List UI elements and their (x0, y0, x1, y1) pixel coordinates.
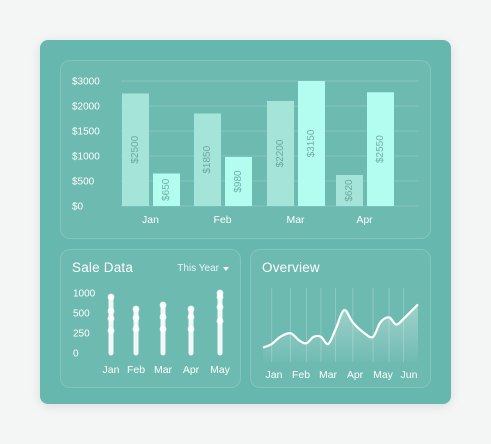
x-tick-label: Mar (319, 369, 338, 381)
caret-down-icon (223, 266, 229, 271)
overview-panel: Overview Jan Feb Mar Apr May Jun (250, 249, 431, 388)
x-tick-label: Feb (292, 369, 310, 381)
revenue-bar-chart: $0 $500 $1000 $1500 $2000 $3000 $2500 $650 Jan $1… (72, 77, 419, 226)
y-tick-label: $1500 (72, 127, 100, 138)
y-tick-label: $500 (72, 177, 95, 188)
bar (153, 173, 180, 206)
y-tick-label: 500 (73, 309, 90, 320)
x-tick-label: Jun (401, 369, 418, 381)
overview-area-chart: Jan Feb Mar Apr May Jun (262, 288, 419, 381)
bar-value-label: $1850 (202, 145, 213, 173)
x-tick-label: May (373, 369, 394, 381)
x-tick-label: Mar (286, 214, 305, 226)
x-tick-label: Feb (127, 364, 145, 376)
sale-data-panel: Sale Data This Year 0 250 500 1000 Jan Feb Mar… (60, 249, 241, 388)
bar-value-label: $620 (344, 179, 355, 202)
x-tick-label: Jan (103, 364, 120, 376)
x-tick-label: Jan (266, 369, 283, 381)
bar (194, 113, 221, 206)
data-dot (159, 313, 167, 321)
data-dot (216, 289, 224, 297)
y-tick-label: 250 (73, 329, 90, 340)
data-dot (107, 293, 115, 301)
overview-title: Overview (262, 260, 320, 275)
period-dropdown-label: This Year (177, 263, 219, 274)
bar (267, 101, 294, 206)
bar-value-label: $980 (233, 170, 244, 193)
y-tick-label: $0 (72, 202, 84, 213)
y-tick-label: 0 (73, 349, 79, 360)
x-tick-label: Feb (213, 214, 231, 226)
y-tick-label: 1000 (73, 289, 96, 300)
bar (367, 92, 394, 206)
bar-value-label: $650 (161, 178, 172, 201)
revenue-bar-chart-panel: $0 $500 $1000 $1500 $2000 $3000 $2500 $650 Jan $1… (60, 60, 431, 239)
y-tick-label: $2000 (72, 102, 100, 113)
bar-value-label: $2200 (275, 139, 286, 167)
data-dot (132, 305, 140, 313)
period-dropdown[interactable]: This Year (177, 263, 229, 274)
sale-data-dot-chart: 0 250 500 1000 Jan Feb Mar Apr May (73, 289, 231, 377)
data-dot (107, 327, 115, 334)
dashboard-card: $0 $500 $1000 $1500 $2000 $3000 $2500 $650 Jan $1… (40, 40, 451, 404)
bar-value-label: $3150 (306, 129, 317, 157)
data-dot (216, 303, 224, 311)
x-tick-label: Mar (154, 364, 173, 376)
data-dot (187, 313, 195, 321)
x-tick-label: Apr (183, 364, 200, 376)
x-tick-label: May (210, 364, 231, 376)
data-dot (159, 301, 167, 309)
bar-value-label: $2500 (130, 135, 141, 163)
data-dot (132, 325, 140, 333)
bar (336, 175, 363, 206)
bar (225, 157, 252, 206)
data-dot (187, 305, 195, 313)
bar (298, 81, 325, 206)
y-tick-label: $1000 (72, 152, 100, 163)
x-tick-label: Jan (142, 214, 159, 226)
bar (122, 93, 149, 206)
x-tick-label: Apr (356, 214, 373, 226)
sale-data-title: Sale Data (72, 260, 134, 275)
y-tick-label: $3000 (72, 77, 100, 88)
data-dot (216, 317, 224, 325)
series-line (262, 303, 419, 349)
data-dot (107, 315, 115, 322)
data-dot (187, 325, 195, 333)
x-tick-label: Apr (347, 369, 364, 381)
bar-value-label: $2550 (375, 135, 386, 163)
data-dot (107, 307, 115, 315)
area-fill (263, 304, 418, 362)
data-dot (132, 314, 140, 322)
data-dot (159, 325, 167, 333)
